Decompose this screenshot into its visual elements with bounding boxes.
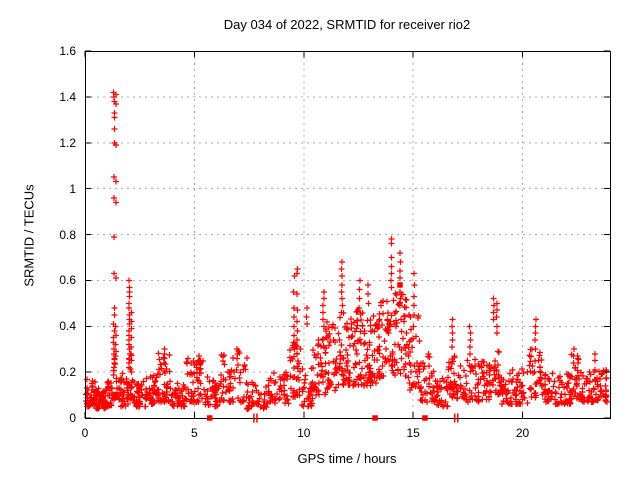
grid-lines	[85, 51, 610, 418]
axis-tick-marks	[84, 50, 610, 419]
axis-plus-marker	[453, 413, 456, 423]
x-tick-label: 5	[191, 426, 198, 440]
y-tick-label: 1	[69, 181, 76, 196]
chart-title: Day 034 of 2022, SRMTID for receiver rio…	[223, 17, 471, 32]
x-tick-label: 20	[515, 426, 530, 440]
axis-square-marker	[206, 415, 213, 421]
axis-square-marker	[372, 415, 378, 421]
axis-square-marker	[422, 415, 428, 421]
y-tick-label: 0.2	[59, 365, 76, 380]
y-tick-label: 0.8	[59, 227, 76, 242]
y-tick-label: 1.6	[59, 44, 76, 58]
axis-plus-marker	[457, 413, 459, 423]
axis-plus-marker	[256, 413, 258, 423]
y-tick-label: 0.4	[59, 319, 76, 334]
x-tick-label: 15	[406, 426, 420, 440]
y-tick-label: 1.4	[59, 89, 76, 104]
x-tick-label: 10	[297, 426, 311, 440]
x-axis-label: GPS time / hours	[297, 451, 397, 466]
y-tick-label: 0	[69, 411, 76, 425]
x-tick-label: 0	[81, 426, 89, 440]
square-marker	[197, 360, 203, 366]
square-marker	[397, 282, 403, 288]
axis-plus-marker	[253, 413, 255, 423]
data-points-plus-markers	[83, 89, 610, 412]
y-tick-label: 1.2	[59, 135, 76, 150]
y-tick-label: 0.6	[59, 273, 76, 288]
